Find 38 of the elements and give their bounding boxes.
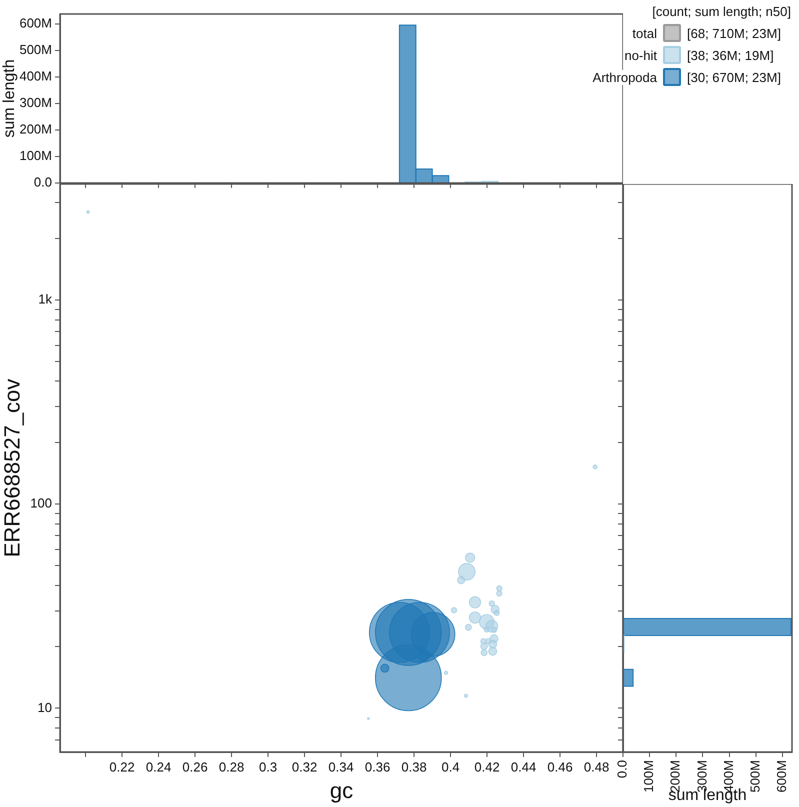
x-tick-label: 0.22 [109, 759, 135, 774]
legend-title: [count; sum length; n50] [651, 4, 791, 19]
x-tick-label: 0.42 [474, 759, 500, 774]
x-tick-label: 0.3 [259, 759, 278, 774]
y-tick-label: 300M [19, 94, 52, 110]
x-axis-title: gc [330, 778, 354, 803]
y-axis-title: ERR6688527_cov [0, 378, 24, 558]
y-tick-label: 0.0 [34, 174, 52, 190]
y-tick-label: 600M [19, 15, 52, 30]
x-tick-label: 0.32 [292, 759, 318, 774]
x-tick-label: 0.34 [328, 759, 354, 774]
x-tick-label: 0.26 [182, 759, 208, 774]
x-tick-label: 0.38 [401, 759, 427, 774]
y-tick-label: 100M [19, 148, 52, 164]
x-tick-label: 0.4 [442, 759, 460, 774]
y-tick-label: 10 [38, 700, 52, 715]
y-axis-title: sum length [1, 59, 18, 138]
x-tick-label: 100M [641, 760, 656, 793]
x-tick-label: 0.36 [364, 759, 390, 774]
y-tick-label: 400M [19, 68, 52, 84]
y-tick-label: 1k [38, 292, 52, 307]
x-tick-label: 0.46 [547, 759, 573, 774]
text: [38; 36M; 19M] [687, 48, 775, 62]
text: [30; 670M; 23M] [687, 70, 782, 84]
x-tick-label: 0.24 [146, 759, 172, 774]
legend-label: no-hit [624, 48, 657, 62]
x-tick-label: 600M [774, 760, 790, 793]
legend-label: total [632, 26, 657, 40]
x-tick-label: 0.28 [218, 759, 244, 774]
x-tick-label: 500M [747, 760, 762, 793]
y-tick-label: 500M [19, 42, 52, 57]
y-tick-label: 100 [30, 496, 52, 511]
x-tick-label: 0.48 [584, 759, 610, 774]
legend-label: Arthropoda [592, 70, 657, 84]
x-tick-label: 0.0 [614, 760, 630, 778]
x-tick-label: 0.44 [510, 759, 536, 774]
text: [68; 710M; 23M] [687, 26, 782, 40]
y-tick-label: 200M [19, 122, 52, 137]
